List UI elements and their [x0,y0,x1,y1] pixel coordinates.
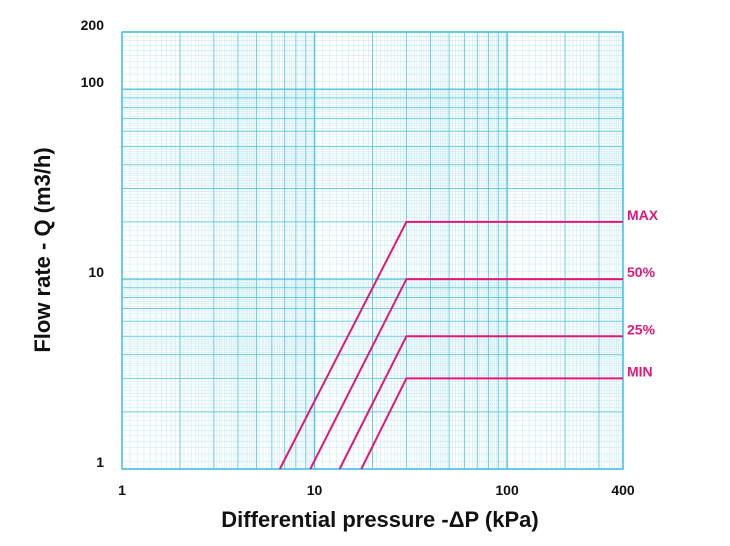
series-line-4 [360,377,623,470]
x-tick-label: 10 [307,482,323,498]
x-tick-label: 100 [495,482,519,498]
x-axis-title: Differential pressure -ΔP (kPa) [221,507,538,532]
plot-frame [121,31,624,470]
y-tick-label: 10 [88,264,104,280]
series-label-4: MIN [627,363,653,379]
y-tick-label: 200 [81,17,105,33]
series-lines [278,220,623,470]
y-tick-label: 100 [81,74,105,90]
y-axis-ticks: 1 10 100 200 [81,17,105,470]
x-tick-label: 400 [611,482,635,498]
y-tick-label: 1 [96,454,104,470]
x-tick-label: 1 [118,482,126,498]
y-axis-title: Flow rate - Q (m3/h) [30,147,55,352]
series-label-3: 25% [627,321,656,337]
series-line-1 [278,220,623,470]
series-line-2 [309,278,623,470]
series-labels: MAX 50% 25% MIN [627,207,659,379]
series-label-1: MAX [627,207,659,223]
x-axis-ticks: 1 10 100 400 [118,482,635,498]
grid [121,31,624,470]
series-label-2: 50% [627,264,656,280]
series-line-3 [338,335,623,470]
